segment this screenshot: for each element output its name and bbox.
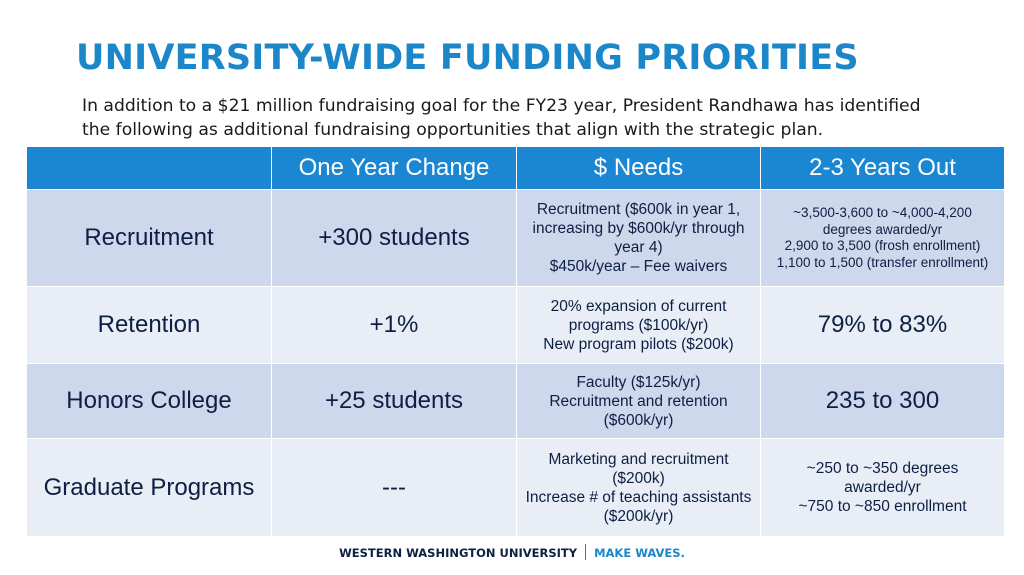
row-outlook: ~250 to ~350 degrees awarded/yr ~750 to … xyxy=(760,438,1005,537)
row-needs: Marketing and recruitment ($200k) Increa… xyxy=(516,438,761,537)
row-outlook: 79% to 83% xyxy=(760,286,1005,364)
needs-line: Marketing and recruitment ($200k) xyxy=(548,450,729,487)
table-row-graduate-programs: Graduate Programs --- Marketing and recr… xyxy=(26,438,1005,537)
row-change: +1% xyxy=(271,286,517,364)
header-area xyxy=(26,146,272,190)
outlook-line: 1,100 to 1,500 (transfer enrollment) xyxy=(776,254,989,270)
needs-line: $450k/year – Fee waivers xyxy=(549,258,728,275)
outlook-line: 235 to 300 xyxy=(825,387,940,414)
row-needs: 20% expansion of current programs ($100k… xyxy=(516,286,761,364)
row-area: Recruitment xyxy=(26,189,272,287)
needs-line: Faculty ($125k/yr) xyxy=(576,373,701,391)
row-area: Honors College xyxy=(26,363,272,439)
outlook-line: ~3,500-3,600 to ~4,000-4,200 degrees awa… xyxy=(793,205,972,237)
header-one-year-change: One Year Change xyxy=(271,146,517,190)
row-needs: Recruitment ($600k in year 1, increasing… xyxy=(516,189,761,287)
needs-line: 20% expansion of current programs ($100k… xyxy=(550,297,727,334)
table-row-recruitment: Recruitment +300 students Recruitment ($… xyxy=(26,189,1005,287)
row-change: +25 students xyxy=(271,363,517,439)
row-area: Retention xyxy=(26,286,272,364)
outlook-line: ~750 to ~850 enrollment xyxy=(798,498,967,515)
needs-line: Recruitment and retention ($600k/yr) xyxy=(549,392,728,429)
row-needs: Faculty ($125k/yr) Recruitment and reten… xyxy=(516,363,761,439)
header-years-out: 2-3 Years Out xyxy=(760,146,1005,190)
outlook-line: 2,900 to 3,500 (frosh enrollment) xyxy=(784,238,981,253)
row-change: --- xyxy=(271,438,517,537)
table-header-row: One Year Change $ Needs 2-3 Years Out xyxy=(26,146,1005,190)
slide-title: UNIVERSITY-WIDE FUNDING PRIORITIES xyxy=(76,38,859,78)
row-outlook: ~3,500-3,600 to ~4,000-4,200 degrees awa… xyxy=(760,189,1005,287)
needs-line: Recruitment ($600k in year 1, increasing… xyxy=(532,201,745,256)
row-outlook: 235 to 300 xyxy=(760,363,1005,439)
footer-divider xyxy=(585,544,587,560)
table-row-retention: Retention +1% 20% expansion of current p… xyxy=(26,286,1005,364)
needs-line: Increase # of teaching assistants ($200k… xyxy=(525,488,752,525)
row-area: Graduate Programs xyxy=(26,438,272,537)
row-change: +300 students xyxy=(271,189,517,287)
university-name: WESTERN WASHINGTON UNIVERSITY xyxy=(339,546,578,560)
table-row-honors-college: Honors College +25 students Faculty ($12… xyxy=(26,363,1005,439)
needs-line: New program pilots ($200k) xyxy=(543,335,734,353)
funding-priorities-table: One Year Change $ Needs 2-3 Years Out Re… xyxy=(26,146,1005,537)
header-needs: $ Needs xyxy=(516,146,761,190)
outlook-line: ~250 to ~350 degrees awarded/yr xyxy=(806,460,959,496)
footer-branding: WESTERN WASHINGTON UNIVERSITY MAKE WAVES. xyxy=(0,544,1024,560)
tagline: MAKE WAVES. xyxy=(594,546,685,560)
outlook-line: 79% to 83% xyxy=(817,311,948,338)
intro-paragraph: In addition to a $21 million fundraising… xyxy=(82,96,921,140)
